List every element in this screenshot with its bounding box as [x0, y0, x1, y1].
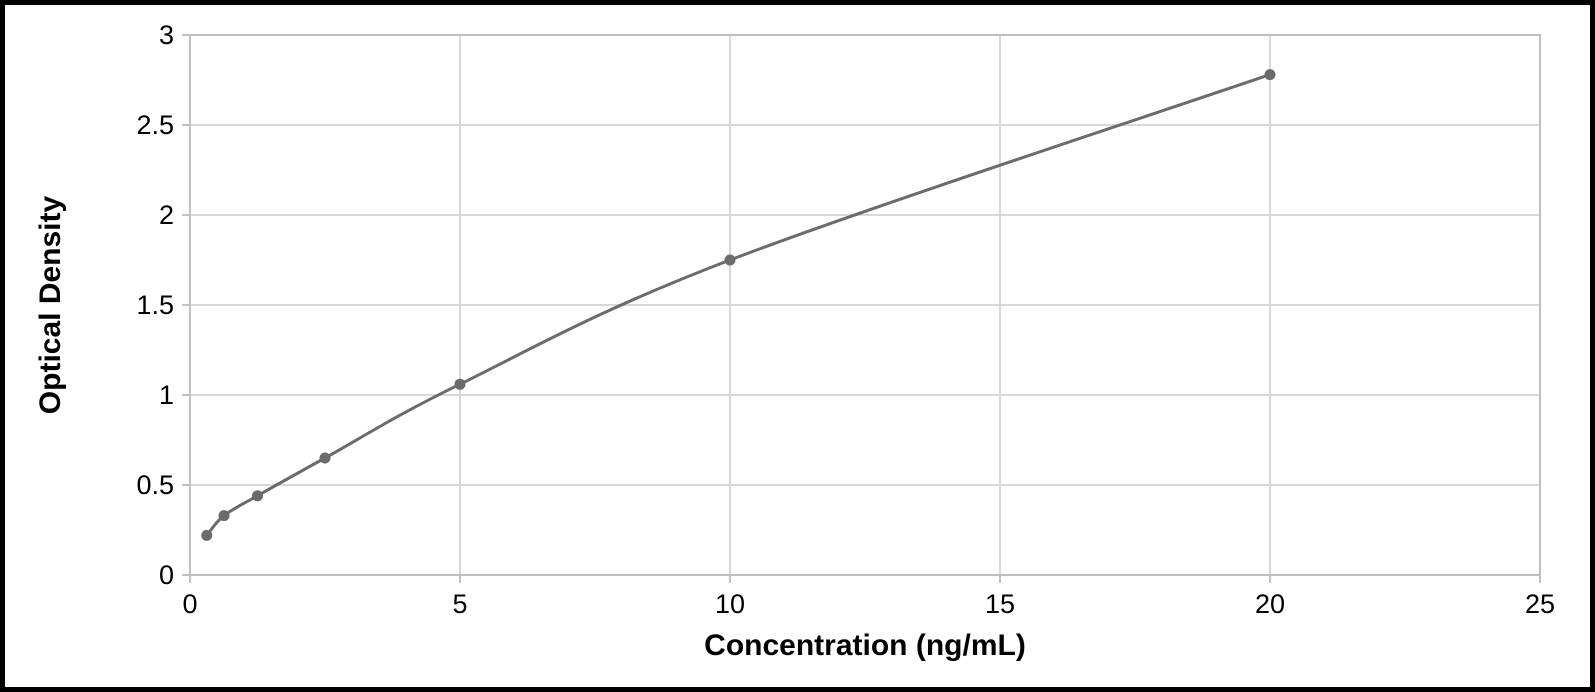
y-tick-label: 0	[159, 560, 174, 590]
y-tick-label: 2.5	[136, 110, 174, 140]
x-tick-label: 10	[715, 589, 745, 619]
chart-frame: 0 5 10 15 20 25 0 0.5 1 1.5 2 2.5 3 Optical Density Co…	[0, 0, 1595, 692]
data-point	[1265, 70, 1275, 80]
x-tick-label: 25	[1525, 589, 1555, 619]
data-point	[219, 511, 229, 521]
x-axis-label: Concentration (ng/mL)	[704, 629, 1026, 662]
data-point	[320, 453, 330, 463]
y-tick-label: 0.5	[136, 470, 174, 500]
data-point	[202, 530, 212, 540]
y-tick-label: 1	[159, 380, 174, 410]
x-tick-label: 0	[182, 589, 197, 619]
y-tick-label: 3	[159, 20, 174, 50]
x-tick-label: 5	[452, 589, 467, 619]
chart-svg: 0 5 10 15 20 25 0 0.5 1 1.5 2 2.5 3 Optical Density Co…	[5, 5, 1590, 687]
y-tick-label: 2	[159, 200, 174, 230]
x-tick-label: 20	[1255, 589, 1285, 619]
data-point	[725, 255, 735, 265]
data-point	[253, 491, 263, 501]
data-point	[455, 379, 465, 389]
y-axis-label: Optical Density	[34, 195, 67, 414]
x-tick-label: 15	[985, 589, 1015, 619]
y-tick-label: 1.5	[136, 290, 174, 320]
